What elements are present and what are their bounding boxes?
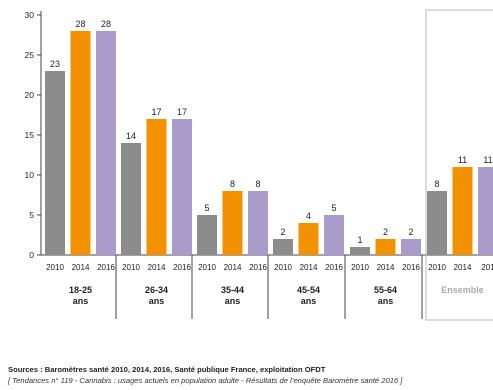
bar xyxy=(478,167,493,255)
x-tick-label: 2010 xyxy=(122,263,140,272)
bar-value-label: 8 xyxy=(434,179,439,189)
group-label: 26-34 xyxy=(145,285,168,295)
bar-value-label: 2 xyxy=(408,227,413,237)
bar xyxy=(452,167,473,255)
x-tick-label: 2014 xyxy=(148,263,166,272)
group-label: 18-25 xyxy=(69,285,92,295)
bar xyxy=(375,239,396,255)
y-tick-label: 5 xyxy=(29,210,34,220)
bar xyxy=(70,31,91,255)
x-tick-label: 2014 xyxy=(72,263,90,272)
x-tick-label: 2010 xyxy=(351,263,369,272)
bar-value-label: 2 xyxy=(383,227,388,237)
bar xyxy=(248,191,268,255)
group-label: 35-44 xyxy=(221,285,244,295)
group-label-unit: ans xyxy=(378,296,394,306)
ensemble-highlight-frame xyxy=(425,9,493,321)
bar xyxy=(222,191,243,255)
x-tick-label: 2014 xyxy=(224,263,242,272)
bar-value-label: 1 xyxy=(357,235,362,245)
bar-value-label: 14 xyxy=(126,131,136,141)
group-label-unit: ans xyxy=(73,296,89,306)
y-tick-label: 25 xyxy=(25,50,35,60)
group-label-unit: ans xyxy=(301,296,317,306)
bar-value-label: 5 xyxy=(204,203,209,213)
bar xyxy=(427,191,447,255)
bar xyxy=(324,215,344,255)
bar-value-label: 5 xyxy=(331,203,336,213)
source-note: Sources : Baromètres santé 2010, 2014, 2… xyxy=(8,365,326,374)
x-tick-label: 2010 xyxy=(46,263,64,272)
x-tick-label: 2010 xyxy=(428,263,446,272)
bar-value-label: 2 xyxy=(280,227,285,237)
bar xyxy=(45,71,65,255)
bar-value-label: 8 xyxy=(255,179,260,189)
chart-footer: Sources : Baromètres santé 2010, 2014, 2… xyxy=(8,364,493,386)
bar xyxy=(96,31,116,255)
x-tick-label: 201 xyxy=(481,263,493,272)
y-tick-label: 15 xyxy=(25,130,35,140)
group-label: 45-54 xyxy=(297,285,320,295)
group-label-unit: ans xyxy=(225,296,241,306)
bar xyxy=(350,247,370,255)
bar xyxy=(273,239,293,255)
y-tick-label: 10 xyxy=(25,170,35,180)
bar xyxy=(197,215,217,255)
bar-value-label: 4 xyxy=(306,211,311,221)
bar-value-label: 28 xyxy=(75,19,85,29)
bar xyxy=(172,119,192,255)
bar-value-label: 11 xyxy=(483,155,492,165)
bar-value-label: 17 xyxy=(151,107,161,117)
bar-chart: 05101520253023201028201428201618-25ans14… xyxy=(25,9,493,321)
bar xyxy=(121,143,141,255)
bar-value-label: 17 xyxy=(177,107,187,117)
bar xyxy=(298,223,319,255)
bar xyxy=(401,239,421,255)
bar-value-label: 8 xyxy=(230,179,235,189)
x-tick-label: 2010 xyxy=(198,263,216,272)
bar xyxy=(146,119,167,255)
y-tick-label: 0 xyxy=(29,250,34,260)
x-tick-label: 2016 xyxy=(325,263,343,272)
x-tick-label: 2016 xyxy=(249,263,267,272)
x-tick-label: 2016 xyxy=(173,263,191,272)
group-label: Ensemble xyxy=(441,285,484,295)
x-tick-label: 2014 xyxy=(454,263,472,272)
x-tick-label: 2014 xyxy=(377,263,395,272)
x-tick-label: 2016 xyxy=(402,263,420,272)
x-tick-label: 2014 xyxy=(300,263,318,272)
bar-value-label: 23 xyxy=(50,59,60,69)
group-label-unit: ans xyxy=(149,296,165,306)
bar-value-label: 11 xyxy=(458,155,467,165)
y-tick-label: 30 xyxy=(25,10,35,20)
x-tick-label: 2016 xyxy=(97,263,115,272)
x-tick-label: 2010 xyxy=(274,263,292,272)
y-tick-label: 20 xyxy=(25,90,35,100)
group-label: 55-64 xyxy=(374,285,397,295)
bar-value-label: 28 xyxy=(101,19,111,29)
reference-note: [ Tendances n° 119 - Cannabis : usages a… xyxy=(8,376,403,385)
